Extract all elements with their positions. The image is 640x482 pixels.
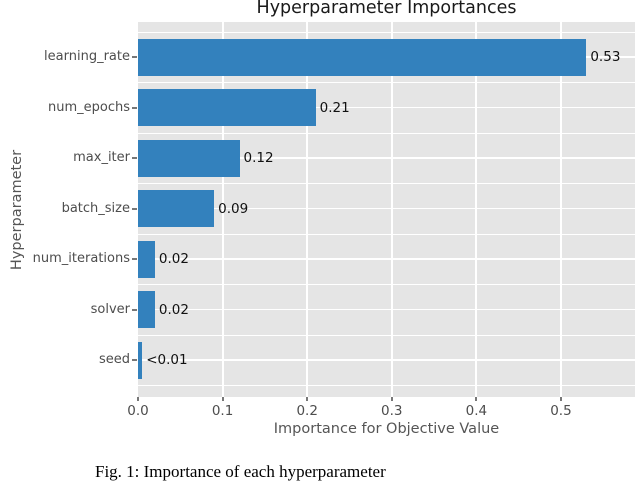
bar-seed — [138, 341, 143, 379]
bar-value-label: <0.01 — [146, 352, 188, 368]
x-tick-mark — [390, 397, 393, 401]
bar-value-label: 0.21 — [319, 99, 350, 116]
bar-learning_rate — [138, 38, 587, 76]
x-tick-label: 0.1 — [211, 403, 234, 419]
y-tick-label-max_iter: max_iter — [73, 150, 130, 165]
y-tick-label-learning_rate: learning_rate — [44, 49, 130, 64]
gridline-vertical — [390, 22, 393, 397]
gridline-vertical — [559, 22, 562, 397]
bar-value-label: 0.53 — [590, 49, 621, 65]
gridline-vertical — [306, 22, 309, 397]
y-tick-mark — [132, 106, 137, 109]
y-axis-label: Hyperparameter — [9, 149, 25, 271]
bar-batch_size — [138, 190, 215, 227]
bar-value-label: 0.02 — [158, 301, 189, 318]
y-tick-mark — [132, 157, 137, 159]
gridline-horizontal-minor — [138, 82, 635, 84]
y-tick-mark — [132, 359, 137, 361]
y-tick-label-num_epochs: num_epochs — [47, 99, 130, 115]
gridline-horizontal-minor — [138, 31, 635, 33]
gridline-horizontal-minor — [138, 334, 635, 336]
gridline-horizontal-minor — [138, 385, 635, 387]
bar-solver — [138, 291, 155, 328]
x-tick-label: 0.2 — [296, 403, 318, 419]
gridline-horizontal-minor — [138, 132, 635, 134]
x-tick-label: 0.5 — [550, 403, 572, 419]
x-tick-mark — [137, 397, 139, 401]
gridline-horizontal-minor — [138, 284, 635, 286]
plot-area: 0.53 0.21 0.12 0.09 0.02 0.02 <0.01 — [138, 22, 635, 397]
gridline-horizontal-major — [138, 106, 635, 109]
gridline-horizontal-major — [138, 157, 635, 159]
x-tick-mark — [559, 397, 562, 401]
bar-max_iter — [138, 139, 240, 177]
bar-value-label: 0.12 — [243, 150, 274, 166]
x-tick-mark — [221, 397, 224, 401]
bar-num_iterations — [138, 240, 155, 278]
y-tick-mark — [132, 56, 137, 58]
bar-value-label: 0.09 — [218, 200, 249, 217]
y-tick-mark — [132, 207, 137, 210]
x-tick-mark — [475, 397, 478, 401]
gridline-horizontal-minor — [138, 233, 635, 235]
x-tick-label: 0.4 — [465, 403, 488, 419]
y-tick-label-batch_size: batch_size — [61, 200, 130, 216]
gridline-vertical — [221, 22, 224, 397]
x-tick-mark — [306, 397, 309, 401]
figure-caption: Fig. 1: Importance of each hyperparamete… — [95, 462, 386, 481]
chart-title: Hyperparameter Importances — [256, 0, 517, 18]
bar-num_epochs — [138, 89, 316, 126]
y-tick-label-solver: solver — [90, 301, 130, 317]
x-tick-label: 0.3 — [381, 403, 403, 419]
bar-value-label: 0.02 — [158, 251, 189, 267]
gridline-horizontal-minor — [138, 183, 635, 185]
gridline-horizontal-major — [138, 207, 635, 210]
x-tick-label: 0.0 — [127, 403, 149, 419]
y-tick-mark — [132, 258, 137, 260]
gridline-vertical — [475, 22, 478, 397]
y-tick-label-seed: seed — [98, 352, 130, 367]
gridline-horizontal-major — [138, 258, 635, 260]
y-tick-label-num_iterations: num_iterations — [32, 251, 130, 266]
x-axis-label: Importance for Objective Value — [273, 421, 500, 437]
gridline-horizontal-major — [138, 359, 635, 361]
y-tick-mark — [132, 308, 137, 311]
gridline-horizontal-major — [138, 308, 635, 311]
